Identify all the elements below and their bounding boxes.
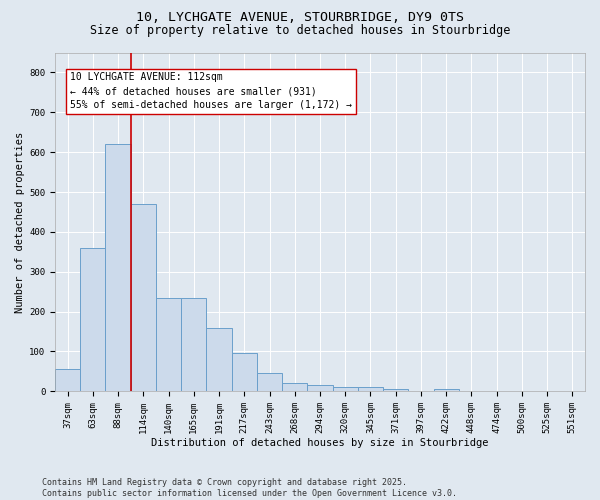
Bar — [106, 144, 131, 392]
Text: Contains HM Land Registry data © Crown copyright and database right 2025.
Contai: Contains HM Land Registry data © Crown c… — [42, 478, 457, 498]
Bar — [282, 384, 307, 392]
Bar — [332, 388, 358, 392]
Bar — [358, 388, 383, 392]
Bar — [131, 204, 156, 392]
X-axis label: Distribution of detached houses by size in Stourbridge: Distribution of detached houses by size … — [151, 438, 489, 448]
Bar — [156, 298, 181, 392]
Bar — [383, 390, 409, 392]
Bar — [434, 390, 459, 392]
Bar — [181, 298, 206, 392]
Bar — [257, 374, 282, 392]
Bar — [80, 248, 106, 392]
Bar — [206, 328, 232, 392]
Text: 10 LYCHGATE AVENUE: 112sqm
← 44% of detached houses are smaller (931)
55% of sem: 10 LYCHGATE AVENUE: 112sqm ← 44% of deta… — [70, 72, 352, 110]
Text: Size of property relative to detached houses in Stourbridge: Size of property relative to detached ho… — [90, 24, 510, 37]
Bar — [307, 386, 332, 392]
Text: 10, LYCHGATE AVENUE, STOURBRIDGE, DY9 0TS: 10, LYCHGATE AVENUE, STOURBRIDGE, DY9 0T… — [136, 11, 464, 24]
Y-axis label: Number of detached properties: Number of detached properties — [15, 132, 25, 312]
Bar — [232, 354, 257, 392]
Bar — [55, 370, 80, 392]
